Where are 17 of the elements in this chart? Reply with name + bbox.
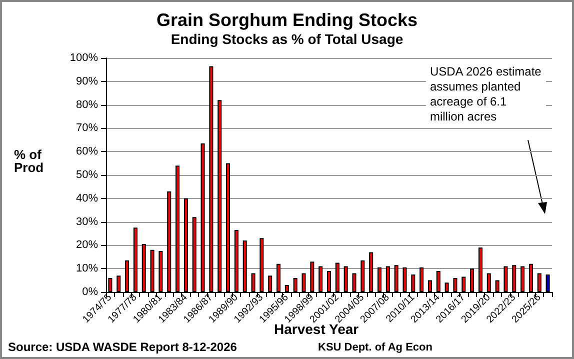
y-tick-label: 90%	[76, 75, 98, 88]
annotation: USDA 2026 estimate assumes planted acreage of 6.1 million acres	[430, 64, 542, 124]
y-tick-label: 80%	[76, 98, 98, 111]
y-axis-title: % of Prod	[14, 147, 44, 175]
y-tick-label: 20%	[76, 239, 98, 252]
y-tick-label: 50%	[76, 169, 98, 181]
y-tick-label: 60%	[76, 146, 98, 158]
y-tick-label: 0%	[82, 286, 98, 298]
source-note: Source: USDA WASDE Report 8-12-2026	[8, 340, 238, 354]
y-tick-label: 30%	[76, 216, 98, 228]
y-tick-label: 100%	[70, 52, 98, 64]
y-tick-label: 70%	[76, 122, 98, 134]
y-tick-label: 10%	[76, 262, 98, 275]
y-tick-label: 40%	[76, 192, 98, 204]
chart-title: Grain Sorghum Ending Stocks	[156, 10, 418, 30]
chart-subtitle: Ending Stocks as % of Total Usage	[170, 31, 404, 47]
text: KSU Dept. of Ag Econ	[318, 342, 433, 354]
